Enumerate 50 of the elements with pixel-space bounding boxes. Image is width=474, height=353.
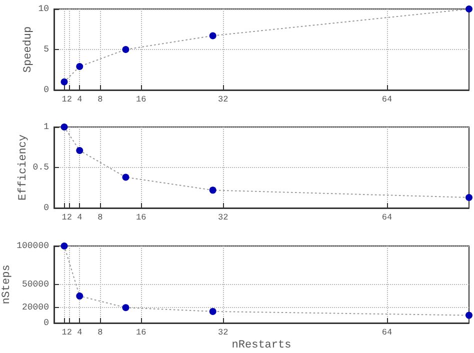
point [122,46,130,53]
y-tick-label: 20000 [22,302,49,313]
x-tick-label: 1 [62,212,67,222]
x-tick-label: 8 [98,328,103,338]
x-tick-label: 32 [218,212,228,222]
y-axis-title: Efficiency [17,134,30,201]
point [60,242,68,250]
x-tick-label: 16 [136,328,146,338]
y-axis-title: nSteps [1,264,14,304]
x-tick-label: 16 [136,94,146,104]
y-tick-label: 50000 [22,280,49,290]
point [466,312,472,319]
x-tick-label: 32 [218,328,228,338]
point [60,124,68,130]
x-tick-label: 2 [66,328,72,338]
point [466,194,472,201]
x-tick-label: 64 [382,328,392,338]
x-tick-label: 4 [77,94,82,104]
y-tick-label: 0 [44,85,49,95]
y-tick-label: 100000 [16,241,49,251]
y-tick-label: 0.5 [32,162,49,172]
x-tick-label: 32 [218,94,228,104]
x-tick-label: 2 [66,94,72,104]
x-tick-label: 64 [382,212,392,222]
point [76,146,84,154]
y-tick-label: 0 [44,203,49,213]
x-tick-label: 4 [77,328,82,338]
point [60,78,68,86]
x-tick-label: 2 [66,212,72,222]
point [76,63,84,70]
x-tick-label: 64 [382,94,392,104]
x-tick-label: 16 [136,212,146,222]
point [209,186,216,194]
point [76,292,84,300]
x-axis-title: nRestarts [232,340,292,352]
point [122,174,130,181]
x-tick-label: 1 [62,328,67,338]
x-tick-label: 1 [62,94,67,104]
point [209,32,216,40]
y-axis-title: Speedup [22,26,35,73]
y-tick-label: 10 [38,4,49,14]
point [122,304,130,312]
x-tick-label: 8 [98,94,103,104]
x-tick-label: 4 [77,212,82,222]
y-tick-label: 5 [44,44,49,54]
point [466,6,472,12]
point [209,308,216,315]
y-tick-label: 0 [44,318,49,328]
y-tick-label: 1 [44,122,49,132]
x-tick-label: 8 [98,212,103,222]
